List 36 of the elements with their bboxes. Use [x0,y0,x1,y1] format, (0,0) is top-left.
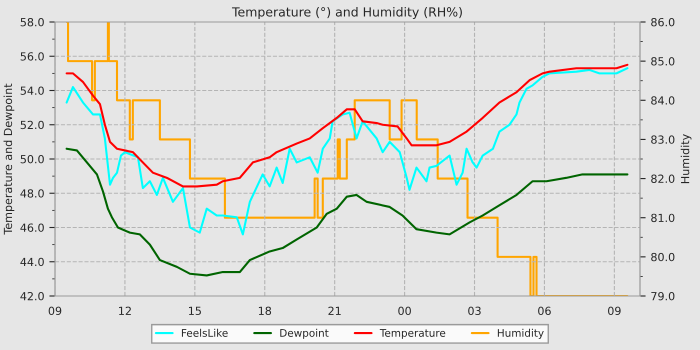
line-series [66,64,628,188]
y-tick-label: 46.0 [20,223,44,232]
y-axis-title: Temperature and Dewpoint [4,84,14,235]
x-tick-label: 03 [468,306,481,316]
y2-axis-title: Humidity [680,134,692,184]
x-tick-label: 06 [538,306,551,316]
legend-label: Temperature [380,329,446,339]
line-series [66,148,628,276]
legend-label: Humidity [498,328,544,339]
y2-tick-label: 79.0 [651,292,674,300]
y-tick-label: 52.0 [20,120,44,130]
x-tick-label: 21 [328,306,341,315]
chart-title: Temperature (°) and Humidity (RH%) [232,6,462,20]
x-tick-label: 09 [608,306,621,316]
y2-tick-label: 84.0 [651,96,674,105]
line-series [66,67,628,236]
x-tick-label: 18 [258,306,272,316]
y-tick-label: 42.0 [20,292,44,300]
y2-tick-label: 85.0 [651,57,674,66]
y-tick-label: 58.0 [20,18,44,26]
x-tick-label: 09 [48,306,62,316]
y-tick-label: 56.0 [20,52,44,61]
x-tick-label: 12 [119,306,131,315]
x-tick-label: 15 [188,306,201,316]
y-tick-label: 44.0 [20,258,44,266]
y2-tick-label: 83.0 [651,135,674,144]
y-tick-label: 54.0 [20,86,44,95]
x-tick-label: 00 [398,306,411,316]
y2-tick-label: 80.0 [651,252,674,262]
y2-tick-label: 86.0 [651,18,674,26]
legend-label: Dewpoint [280,328,329,339]
y2-tick-label: 81.0 [651,214,674,222]
y-tick-label: 48.0 [20,189,44,198]
y-tick-label: 50.0 [20,154,44,164]
legend-label: FeelsLike [182,328,228,337]
y2-tick-label: 82.0 [651,174,674,183]
